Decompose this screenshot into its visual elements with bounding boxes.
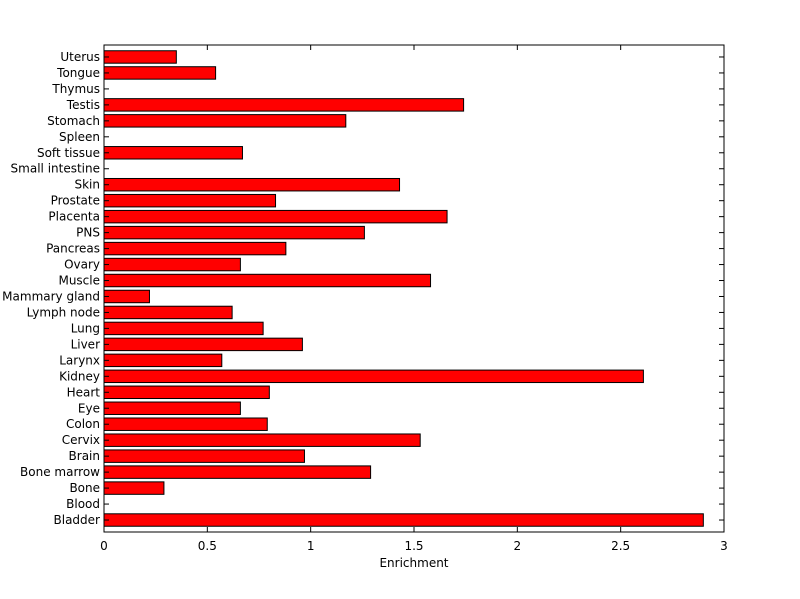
y-tick-label-colon: Colon xyxy=(66,417,100,431)
bar-pancreas xyxy=(103,241,287,256)
y-tick-label-blood: Blood xyxy=(66,497,100,511)
bar-soft-tissue xyxy=(103,146,243,160)
bar-kidney xyxy=(103,369,644,384)
y-tick-label-kidney: Kidney xyxy=(59,369,100,383)
bar-cervix xyxy=(103,433,421,447)
bar-bladder xyxy=(103,513,704,527)
x-tick-label-1: 0.5 xyxy=(198,539,217,553)
y-tick-label-skin: Skin xyxy=(74,178,100,192)
y-tick-label-tongue: Tongue xyxy=(56,66,100,80)
bar-ovary xyxy=(103,257,241,272)
y-tick-label-brain: Brain xyxy=(69,449,100,463)
bar-lymph-node xyxy=(103,305,233,320)
y-tick-label-soft-tissue: Soft tissue xyxy=(37,146,100,160)
bar-testis xyxy=(103,98,465,112)
y-tick-label-bladder: Bladder xyxy=(54,513,101,527)
y-tick-label-placenta: Placenta xyxy=(48,210,100,224)
bar-liver xyxy=(103,337,303,352)
bar-stomach xyxy=(103,114,347,128)
bar-brain xyxy=(103,449,305,463)
plot-frame xyxy=(103,44,725,533)
y-tick-label-muscle: Muscle xyxy=(58,274,100,288)
y-tick-label-heart: Heart xyxy=(67,385,101,399)
x-axis-label: Enrichment xyxy=(379,556,448,570)
bar-uterus xyxy=(103,50,177,64)
y-tick-label-pns: PNS xyxy=(76,226,100,240)
y-tick-label-liver: Liver xyxy=(71,337,101,351)
bar-lung xyxy=(103,321,264,336)
y-tick-label-thymus: Thymus xyxy=(51,82,100,96)
x-tick-label-4: 2 xyxy=(514,539,522,553)
bar-prostate xyxy=(103,193,277,208)
y-tick-label-lung: Lung xyxy=(71,321,100,335)
bar-heart xyxy=(103,385,270,400)
bar-colon xyxy=(103,417,268,431)
bar-placenta xyxy=(103,209,448,224)
x-tick-label-5: 2.5 xyxy=(611,539,630,553)
y-tick-label-small-intestine: Small intestine xyxy=(11,162,100,176)
y-tick-label-spleen: Spleen xyxy=(59,130,100,144)
bar-pns xyxy=(103,225,365,240)
x-tick-label-2: 1 xyxy=(307,539,315,553)
tick-group xyxy=(103,45,725,532)
y-tick-labels: Bladder Blood Bone Bone marrow Brain Cervix Co… xyxy=(2,50,100,527)
y-tick-label-pancreas: Pancreas xyxy=(46,242,100,256)
bar-skin xyxy=(103,177,401,192)
y-tick-label-larynx: Larynx xyxy=(59,353,100,367)
x-tick-label-3: 1.5 xyxy=(404,539,423,553)
y-tick-label-ovary: Ovary xyxy=(64,258,100,272)
y-tick-label-testis: Testis xyxy=(66,98,100,112)
y-tick-label-eye: Eye xyxy=(78,401,100,415)
y-tick-label-stomach: Stomach xyxy=(47,114,100,128)
bar-bone-marrow xyxy=(103,465,372,479)
y-tick-label-lymph-node: Lymph node xyxy=(27,305,100,319)
x-tick-label-6: 3 xyxy=(720,539,728,553)
y-tick-label-bone: Bone xyxy=(69,481,100,495)
y-tick-label-cervix: Cervix xyxy=(62,433,100,447)
bar-larynx xyxy=(103,353,223,368)
bar-eye xyxy=(103,401,241,415)
bar-bone xyxy=(103,481,165,495)
y-tick-label-mammary-gland: Mammary gland xyxy=(2,289,100,303)
bar-tongue xyxy=(103,66,217,80)
y-tick-label-bone-marrow: Bone marrow xyxy=(20,465,100,479)
bar-mammary-gland xyxy=(103,289,150,304)
bar-muscle xyxy=(103,273,432,288)
x-tick-labels: 0 0.5 1 1.5 2 2.5 3 xyxy=(100,539,728,553)
y-tick-label-uterus: Uterus xyxy=(60,50,100,64)
y-tick-label-prostate: Prostate xyxy=(51,194,100,208)
x-tick-label-0: 0 xyxy=(100,539,108,553)
